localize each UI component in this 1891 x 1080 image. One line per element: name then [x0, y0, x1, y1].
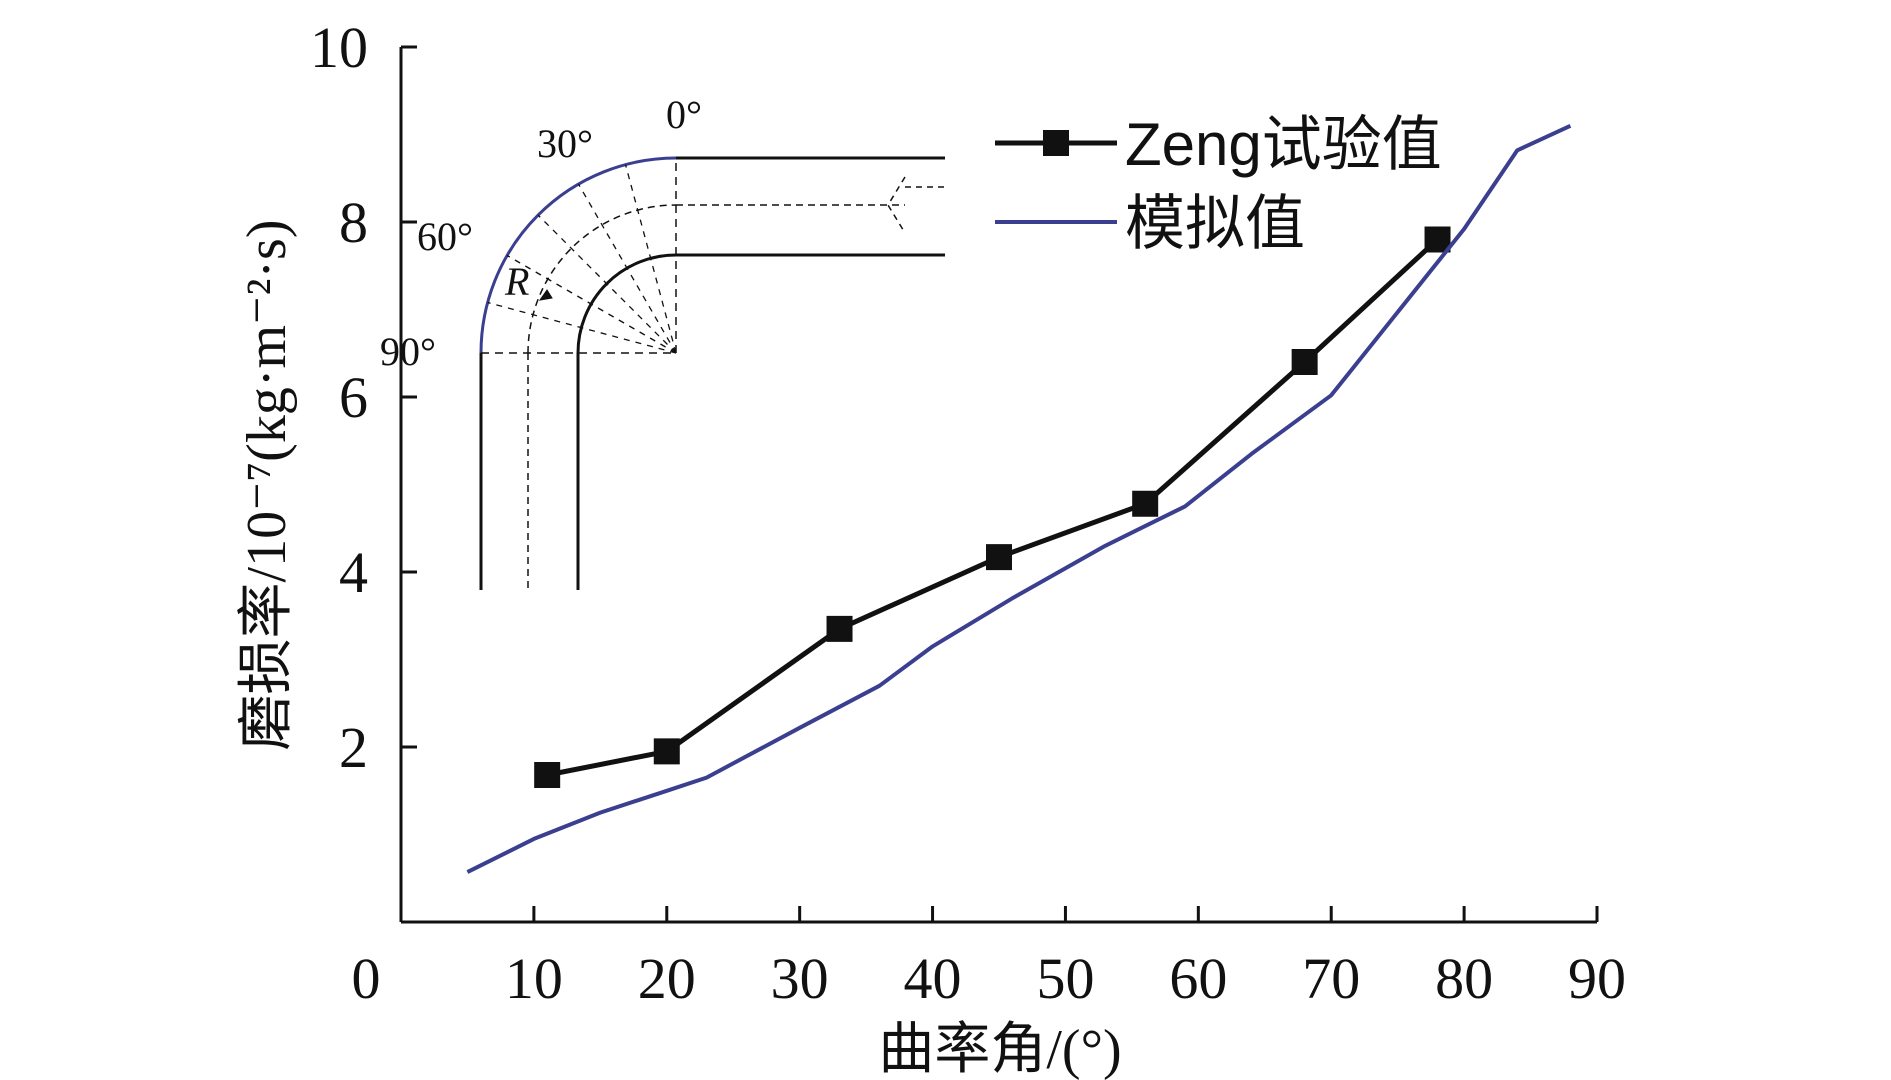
series-zeng-point — [1291, 349, 1318, 375]
elbow-radial-line — [537, 214, 677, 354]
inset-angle-label: 30° — [537, 121, 593, 166]
inset-radius-label: R — [504, 259, 529, 304]
elbow-radial-line — [577, 183, 677, 354]
series-zeng-point — [986, 544, 1012, 571]
elbow-radial-line — [624, 164, 677, 354]
inset-angle-label: 0° — [666, 92, 702, 137]
x-tick-label: 40 — [904, 946, 962, 1011]
series-zeng-point — [1424, 226, 1451, 253]
x-tick-label: 30 — [771, 946, 829, 1011]
x-axis-title: 曲率角/(°) — [878, 1019, 1121, 1080]
x-tick-label: 0 — [352, 946, 381, 1011]
series-zeng-point — [1132, 490, 1159, 517]
x-tick-label: 10 — [505, 946, 563, 1011]
legend-label: Zeng试验值 — [1125, 111, 1442, 178]
y-tick-label: 2 — [339, 715, 368, 780]
elbow-radial-line — [506, 254, 677, 354]
series-layer — [466, 123, 1572, 874]
y-axis-title: 磨损率/10⁻⁷(kg·m⁻²·s) — [236, 220, 298, 751]
axes: 0 10 20 30 40 50 60 70 80 90 2 4 6 8 10 曲率角/(°) 磨损率/10⁻⁷… — [236, 15, 1626, 1080]
y-tick-label: 10 — [310, 15, 368, 80]
y-tick-label: 8 — [339, 190, 368, 255]
y-tick-label: 6 — [339, 365, 368, 430]
inset-angle-label: 90° — [380, 329, 436, 374]
legend-label: 模拟值 — [1125, 190, 1305, 257]
x-tick-label: 50 — [1036, 946, 1094, 1011]
pipe-elbow-inset: 0° 30° 60° 90° R — [380, 92, 945, 590]
y-tick-label: 4 — [339, 540, 368, 605]
series-zeng-line — [546, 237, 1440, 778]
elbow-radial-line — [487, 301, 677, 354]
flow-arrow-icon — [887, 176, 945, 234]
x-tick-label: 70 — [1302, 946, 1360, 1011]
series-zeng-point — [826, 615, 853, 642]
x-tick-label: 20 — [638, 946, 696, 1011]
x-tick-label: 60 — [1169, 946, 1227, 1011]
series-zeng-point — [653, 738, 680, 765]
x-tick-label: 90 — [1568, 946, 1626, 1011]
series-zeng-point — [534, 762, 561, 788]
series-simulated-line — [466, 123, 1572, 874]
inset-angle-label: 60° — [417, 214, 473, 259]
radius-arrow-icon — [538, 289, 553, 301]
x-tick-label: 80 — [1435, 946, 1493, 1011]
legend-swatch-marker — [1043, 130, 1069, 156]
